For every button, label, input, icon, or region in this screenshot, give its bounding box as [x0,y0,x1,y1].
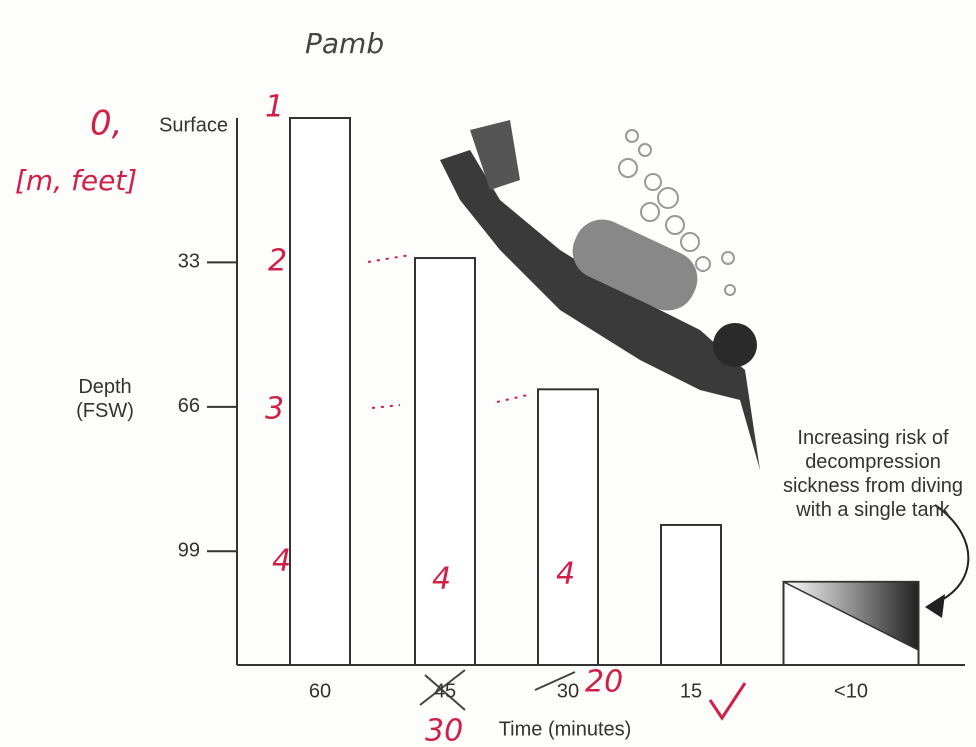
bar [661,525,721,665]
handwritten-note: 30 [425,714,463,747]
handwritten-note: 4 [272,544,291,579]
handwritten-note: 0, [90,104,122,144]
chart: Surface 33 66 99 60 45 30 15 <10 Time (minutes) Pa… [0,0,976,747]
y-tick-label: 99 [178,540,200,562]
y-tick-label: 33 [178,251,200,273]
handwritten-note: 20 [585,665,623,700]
y-axis-label: Depth (FSW) [60,375,150,423]
x-tick-label: 30 [557,680,579,702]
handwritten-note: 4 [556,557,575,592]
handwritten-note: Pamb [305,27,384,60]
handwritten-note: 1 [265,90,284,125]
y-tick-label: Surface [159,114,228,136]
diver-illustration [440,120,760,470]
handwritten-note: 4 [432,562,451,597]
annotation-arrowhead [925,594,945,618]
page: Surface 33 66 99 60 45 30 15 <10 Time (minutes) Pa… [0,0,976,747]
x-tick-label: <10 [834,680,868,702]
handwritten-note: [m, feet] [15,164,137,197]
x-tick-label: 45 [434,680,456,702]
bar [290,118,350,665]
handwritten-note: 2 [268,244,287,279]
x-tick-label: 60 [309,680,331,702]
x-tick-label: 15 [680,680,702,702]
annotation: Increasing risk of decompression sicknes… [778,426,968,522]
check-mark [710,683,745,718]
y-tick-label: 66 [178,395,200,417]
bar [415,258,475,665]
bar [538,389,598,665]
handwritten-note: 3 [265,392,284,427]
x-axis-label: Time (minutes) [499,718,632,740]
